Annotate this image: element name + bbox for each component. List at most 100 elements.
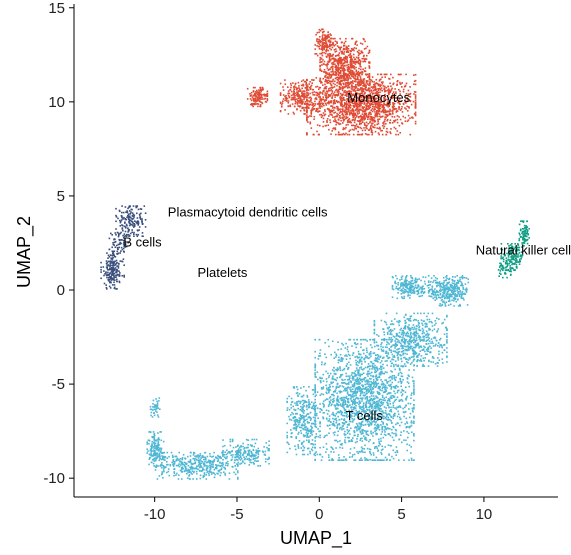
cell-point xyxy=(343,110,345,113)
cell-point xyxy=(364,110,367,113)
cell-point xyxy=(265,101,268,103)
cell-point xyxy=(325,104,328,106)
cell-point xyxy=(339,101,341,103)
cell-point xyxy=(398,108,400,110)
cell-point xyxy=(372,376,375,378)
cell-point xyxy=(258,97,260,99)
cell-point xyxy=(324,76,326,78)
cell-point xyxy=(353,99,355,102)
cell-point xyxy=(332,116,334,118)
cell-point xyxy=(358,100,361,103)
cell-point xyxy=(399,416,401,419)
cell-point xyxy=(327,94,330,97)
cell-point xyxy=(381,410,383,412)
cell-point xyxy=(413,393,415,396)
cell-point xyxy=(321,361,323,364)
cell-point xyxy=(338,83,340,85)
cell-point xyxy=(318,31,320,34)
cell-point xyxy=(382,421,384,424)
cell-point xyxy=(314,412,316,414)
cell-point xyxy=(365,121,368,124)
cell-point xyxy=(384,379,386,381)
cell-point xyxy=(357,371,360,373)
cell-point xyxy=(330,393,333,396)
cell-point xyxy=(357,383,360,385)
cell-point xyxy=(351,384,354,386)
cell-point xyxy=(131,218,133,220)
cell-point xyxy=(364,438,366,440)
cell-point xyxy=(410,397,412,399)
cell-point xyxy=(518,259,521,262)
cell-point xyxy=(353,71,355,74)
cell-point xyxy=(345,124,348,126)
cell-point xyxy=(346,74,348,77)
cell-point xyxy=(401,122,403,124)
cell-point xyxy=(399,132,401,134)
cell-point xyxy=(356,356,358,358)
cell-point xyxy=(348,118,351,120)
cell-point xyxy=(327,40,330,42)
cell-point xyxy=(378,442,381,445)
cell-point xyxy=(111,264,114,267)
cell-point xyxy=(411,392,413,394)
cell-point xyxy=(251,96,254,98)
cell-point xyxy=(357,81,359,83)
cell-point xyxy=(321,377,323,379)
cell-point xyxy=(304,80,307,83)
cell-point xyxy=(124,243,127,245)
cell-point xyxy=(353,415,356,418)
cell-point xyxy=(335,379,338,382)
cell-point xyxy=(347,82,349,84)
cell-point xyxy=(360,118,363,120)
cell-point xyxy=(312,104,314,106)
cell-point xyxy=(309,92,311,95)
cell-point xyxy=(369,83,371,85)
cell-point xyxy=(299,99,301,102)
cell-point xyxy=(123,239,125,242)
cell-point xyxy=(383,429,386,431)
cell-point xyxy=(386,382,389,384)
cell-point xyxy=(279,110,282,113)
cell-point xyxy=(363,60,366,62)
cell-point xyxy=(126,233,128,236)
cell-point xyxy=(339,443,342,446)
cell-point xyxy=(500,255,502,257)
cell-point xyxy=(502,269,504,272)
cell-point xyxy=(345,387,347,389)
cell-point xyxy=(346,99,349,101)
cell-point xyxy=(365,437,367,439)
cell-point xyxy=(335,69,337,71)
cell-point xyxy=(392,113,394,115)
cell-point xyxy=(368,51,371,53)
cell-point xyxy=(297,81,300,84)
cell-point xyxy=(282,89,285,91)
cell-point xyxy=(385,123,387,125)
cell-point xyxy=(341,89,344,92)
cell-point xyxy=(361,369,364,371)
cell-point xyxy=(326,72,328,74)
cell-point xyxy=(135,233,138,236)
cell-point xyxy=(349,77,351,79)
cell-point xyxy=(328,415,331,417)
cell-point xyxy=(300,84,303,87)
cell-point xyxy=(361,90,364,93)
cell-point xyxy=(327,124,330,126)
cell-point xyxy=(351,113,353,115)
cell-point xyxy=(402,379,404,381)
cell-point xyxy=(380,424,382,426)
cell-point xyxy=(363,122,366,124)
cell-point xyxy=(333,99,336,101)
cell-point xyxy=(337,359,340,361)
cell-point xyxy=(323,403,325,406)
cell-point xyxy=(350,81,352,83)
cell-point xyxy=(412,422,415,424)
cell-point xyxy=(384,431,386,433)
cell-point xyxy=(389,459,391,461)
cell-point xyxy=(379,459,382,461)
cell-point xyxy=(344,399,346,402)
cell-point xyxy=(108,285,111,288)
cell-point xyxy=(515,259,517,262)
cell-point xyxy=(115,234,117,236)
cell-point xyxy=(355,382,358,385)
cell-point xyxy=(348,420,351,422)
